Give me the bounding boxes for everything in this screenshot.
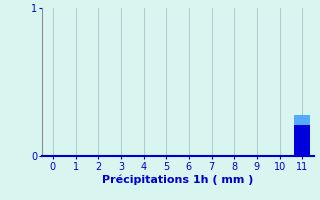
X-axis label: Précipitations 1h ( mm ): Précipitations 1h ( mm ): [102, 174, 253, 185]
Bar: [294, 115, 310, 125]
Bar: [294, 115, 310, 156]
